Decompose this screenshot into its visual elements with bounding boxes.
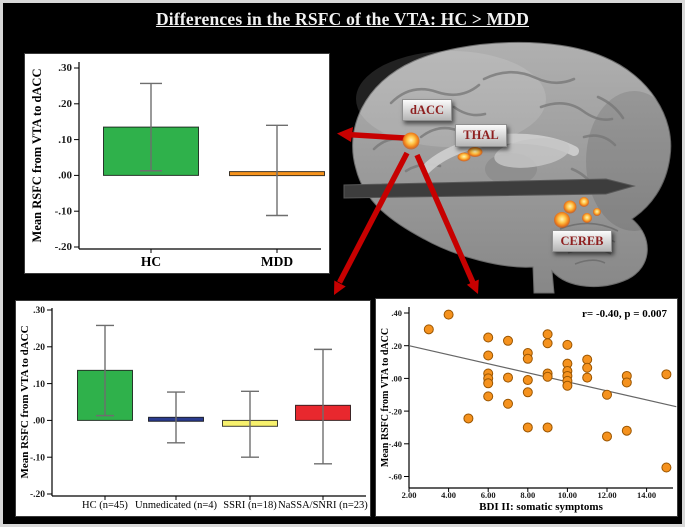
- scatter-point: [443, 309, 454, 320]
- y-tick-label: .00: [58, 170, 72, 182]
- cereb-activation-blob: [554, 197, 601, 228]
- category-label: HC (n=45): [82, 500, 128, 511]
- scatter-point: [483, 378, 494, 389]
- x-tick-label: 10.00: [558, 490, 577, 500]
- hc_vs_mdd-chart: Mean RSFC from VTA to dACC .30 .20 .10 .00 -.…: [30, 62, 325, 269]
- y-tick-label: -.40: [389, 439, 402, 449]
- scatter-point: [621, 425, 632, 436]
- hc-mdd-bar-chart-panel: Mean RSFC from VTA to dACC .30 .20 .10 .00 -.…: [24, 53, 330, 274]
- scatter-point: [542, 329, 553, 340]
- scatter-point: [602, 389, 612, 400]
- scatter-point: [562, 380, 573, 391]
- y-tick-label: -.20: [30, 490, 45, 500]
- x-tick-label: 8.00: [520, 490, 535, 500]
- brain-shading: [586, 91, 682, 231]
- y-tick-label: .20: [58, 98, 72, 110]
- scatter-point: [582, 354, 593, 365]
- correlation-annotation: r= -0.40, p = 0.007: [582, 308, 667, 320]
- category-label: Unmedicated (n=4): [135, 500, 218, 511]
- x-axis-label: BDI II: somatic symptoms: [479, 501, 603, 513]
- scatter-point: [562, 339, 573, 350]
- x-tick-label: 2.00: [402, 490, 417, 500]
- x-tick-label: 4.00: [441, 490, 456, 500]
- brain-image: [343, 41, 682, 294]
- scatter-point: [483, 332, 494, 343]
- y-tick-label: -.20: [55, 241, 73, 253]
- scatter-point: [582, 372, 593, 383]
- y-axis-label: Mean RSFC from VTA to dACC: [30, 69, 44, 243]
- y-tick-label: .10: [33, 380, 45, 390]
- scatter-point: [483, 391, 494, 402]
- medication-bar-chart-panel: Mean RSFC from VTA to dACC .30 .20 .10 .00 -.…: [15, 300, 371, 517]
- category-label: HC: [141, 254, 161, 269]
- y-tick-label: .10: [58, 134, 72, 146]
- x-tick-label: 12.00: [597, 490, 616, 500]
- y-axis-label: Mean RSFC from VTA to dACC: [19, 325, 31, 478]
- scatter-point: [503, 335, 513, 346]
- y-tick-label: -.10: [30, 453, 45, 463]
- cereb-region-label: CEREB: [552, 230, 612, 252]
- scatter-point: [542, 422, 553, 433]
- dacc-region-label: dACC: [402, 99, 452, 121]
- y-tick-label: -.60: [389, 472, 402, 482]
- scatter-point: [661, 369, 672, 380]
- ventricle-area: [494, 138, 570, 168]
- scatter-point: [503, 398, 513, 409]
- figure-title: Differences in the RSFC of the VTA: HC >…: [155, 9, 530, 29]
- category-label: SSRI (n=18): [223, 500, 277, 511]
- category-label: MDD: [261, 254, 293, 269]
- category-label: NaSSA/SNRI (n=23): [278, 500, 368, 511]
- y-tick-label: .20: [391, 341, 402, 351]
- scatter-point: [522, 375, 533, 386]
- y-tick-label: .20: [33, 343, 45, 353]
- scatter-point: [522, 422, 533, 433]
- scatter-point: [503, 372, 513, 383]
- y-tick-label: .30: [58, 62, 72, 74]
- x-tick-label: 6.00: [481, 490, 496, 500]
- x-tick-label: 14.00: [637, 490, 656, 500]
- bdi_correlation-chart: Mean RSFC from VTA to dACC.40 .20 .00 -.20 -…: [380, 307, 677, 513]
- by_medication-chart: Mean RSFC from VTA to dACC.30 .20 .10 .00 -.…: [19, 306, 368, 511]
- scatter-point: [522, 387, 533, 398]
- scatter-point: [582, 362, 593, 373]
- y-tick-label: .40: [391, 308, 402, 318]
- y-axis-label: Mean RSFC from VTA to dACC: [380, 328, 391, 467]
- y-tick-label: .00: [391, 374, 402, 384]
- scatter-point: [463, 413, 474, 424]
- brain-sulci: [372, 70, 625, 187]
- scatter-point: [522, 353, 533, 364]
- scatter-point: [661, 462, 672, 473]
- scatter-point: [602, 431, 612, 442]
- y-tick-label: -.20: [389, 406, 402, 416]
- scatter-point: [483, 350, 494, 361]
- y-tick-label: .00: [33, 417, 45, 427]
- scatter-point: [621, 377, 632, 388]
- correlation-scatter-panel: Mean RSFC from VTA to dACC .40 .20 .00 -.20 -…: [375, 298, 678, 517]
- scatter-point: [423, 324, 434, 335]
- scatter-point: [542, 371, 553, 382]
- y-tick-label: -.10: [55, 205, 73, 217]
- scatter-point: [542, 338, 553, 349]
- thal-region-label: THAL: [455, 124, 507, 147]
- y-tick-label: .30: [33, 306, 45, 316]
